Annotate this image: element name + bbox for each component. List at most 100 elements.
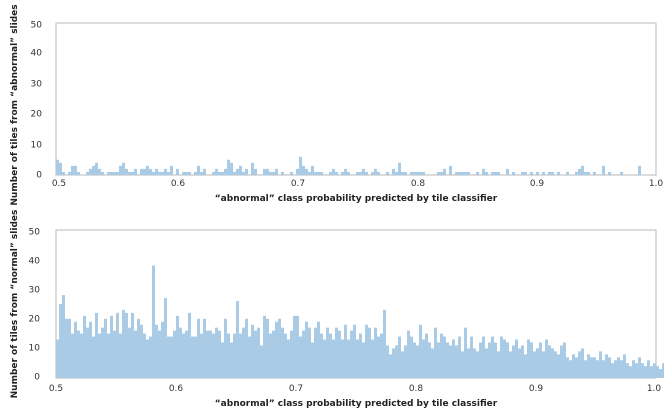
histogram-bar — [86, 171, 89, 175]
histogram-bar — [251, 324, 254, 378]
abnormal-plot-frame — [55, 22, 657, 176]
histogram-bar — [479, 342, 482, 378]
histogram-bar — [464, 327, 467, 378]
histogram-bar — [404, 171, 407, 175]
histogram-bar — [302, 330, 305, 378]
histogram-bar — [590, 357, 593, 378]
histogram-bar — [476, 171, 479, 175]
histogram-bar — [155, 168, 158, 175]
histogram-bar — [347, 339, 350, 378]
histogram-bar — [599, 351, 602, 378]
histogram-bar — [557, 354, 560, 378]
histogram-bar — [272, 171, 275, 175]
histogram-bar — [380, 333, 383, 378]
histogram-bar — [215, 327, 218, 378]
histogram-bar — [515, 339, 518, 378]
histogram-bar — [206, 330, 209, 378]
normal-histogram-panel: 0 10 20 30 40 50 0.5 0.6 0.7 0.8 0.9 1.0… — [10, 210, 664, 409]
histogram-bar — [470, 336, 473, 378]
histogram-bar — [197, 165, 200, 175]
histogram-bar — [395, 171, 398, 175]
histogram-bar — [269, 171, 272, 175]
histogram-bar — [419, 324, 422, 378]
histogram-bar — [158, 330, 161, 378]
histogram-bar — [248, 336, 251, 378]
histogram-bar — [332, 339, 335, 378]
histogram-bar — [143, 168, 146, 175]
histogram-bar — [83, 315, 86, 378]
normal-y-tick-labels: 0 10 20 30 40 50 — [29, 228, 41, 383]
histogram-bar — [233, 333, 236, 378]
histogram-bar — [116, 312, 119, 378]
histogram-bar — [197, 318, 200, 378]
histogram-bar — [533, 351, 536, 378]
histogram-bar — [644, 366, 647, 378]
histogram-bar — [467, 171, 470, 175]
y-tick-label: 40 — [29, 257, 41, 267]
histogram-bar — [623, 354, 626, 378]
histogram-bar — [530, 342, 533, 378]
histogram-bar — [536, 348, 539, 378]
histogram-bar — [242, 327, 245, 378]
histogram-bar — [230, 162, 233, 175]
histogram-bar — [548, 171, 551, 175]
histogram-bar — [224, 168, 227, 175]
histogram-bar — [629, 366, 632, 378]
histogram-bar — [140, 168, 143, 175]
histogram-bar — [182, 333, 185, 378]
histogram-bar — [269, 333, 272, 378]
histogram-bar — [398, 162, 401, 175]
histogram-bar — [650, 366, 653, 378]
histogram-bar — [329, 333, 332, 378]
histogram-bar — [542, 351, 545, 378]
histogram-bar — [125, 312, 128, 378]
histogram-bar — [566, 171, 569, 175]
histogram-bar — [212, 333, 215, 378]
histogram-bar — [200, 171, 203, 175]
histogram-bar — [383, 309, 386, 378]
histogram-bar — [368, 327, 371, 378]
histogram-bar — [512, 171, 515, 175]
histogram-bar — [449, 165, 452, 175]
histogram-bar — [524, 354, 527, 378]
histogram-bar — [422, 339, 425, 378]
histogram-bar — [455, 171, 458, 175]
normal-x-tick-labels: 0.5 0.6 0.7 0.8 0.9 1.0 — [49, 384, 662, 394]
x-tick-label: 0.6 — [169, 384, 184, 394]
histogram-bar — [299, 336, 302, 378]
histogram-bar — [485, 348, 488, 378]
histogram-bar — [128, 171, 131, 175]
histogram-bar — [71, 165, 74, 175]
histogram-bar — [437, 171, 440, 175]
histogram-bar — [134, 168, 137, 175]
histogram-bar — [407, 330, 410, 378]
x-tick-label: 0.5 — [52, 179, 66, 189]
histogram-bar — [536, 171, 539, 175]
histogram-bar — [260, 345, 263, 378]
histogram-bar — [494, 342, 497, 378]
histogram-bar — [431, 348, 434, 378]
histogram-bar — [263, 315, 266, 378]
histogram-bar — [107, 333, 110, 378]
histogram-bar — [482, 168, 485, 175]
histogram-bar — [164, 298, 167, 378]
histogram-bar — [293, 315, 296, 378]
histogram-bar — [176, 315, 179, 378]
histogram-bar — [56, 339, 59, 378]
histogram-bar — [578, 351, 581, 378]
histogram-bar — [497, 351, 500, 378]
histogram-bar — [149, 336, 152, 378]
histogram-bar — [146, 339, 149, 378]
histogram-bar — [572, 354, 575, 378]
histogram-bar — [443, 336, 446, 378]
histogram-bar — [593, 357, 596, 378]
histogram-bar — [92, 336, 95, 378]
histogram-bar — [488, 342, 491, 378]
histogram-bar — [416, 171, 419, 175]
histogram-bar — [476, 351, 479, 378]
histogram-bar — [344, 168, 347, 175]
histogram-bar — [122, 162, 125, 175]
histogram-bar — [191, 336, 194, 378]
histogram-bar — [641, 363, 644, 378]
histogram-bar — [284, 333, 287, 378]
